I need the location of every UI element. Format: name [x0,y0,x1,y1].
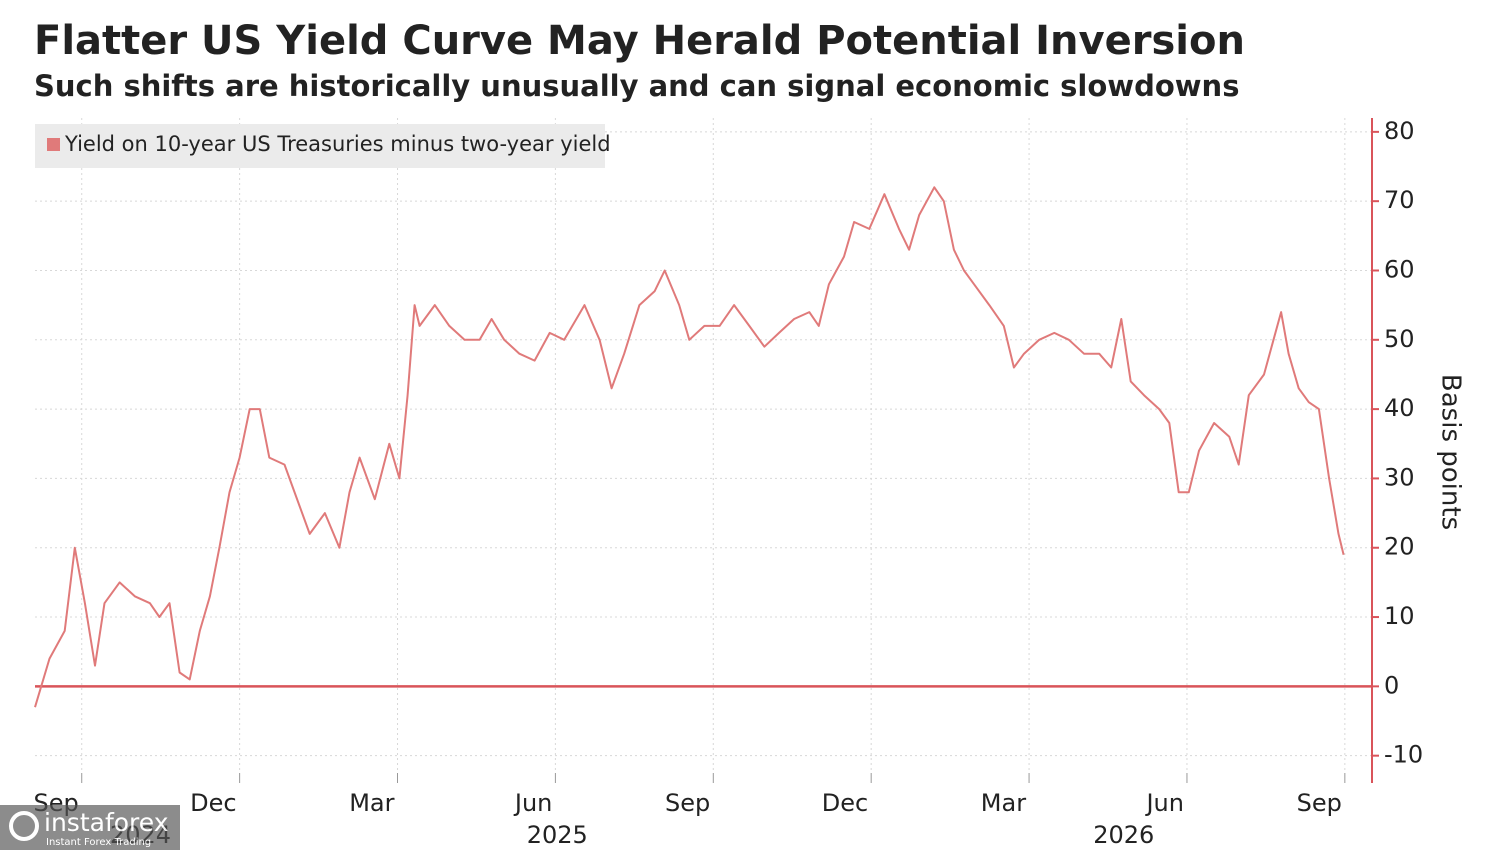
y-tick-label: -10 [1384,741,1423,769]
x-tick-label: Mar [981,789,1026,817]
chart-title: Flatter US Yield Curve May Herald Potent… [34,18,1245,64]
year-label: 2025 [527,821,588,849]
y-tick-label: 80 [1384,117,1415,145]
watermark: instaforex Instant Forex Trading [0,805,180,850]
year-label: 2026 [1093,821,1154,849]
y-tick-label: 10 [1384,602,1415,630]
y-tick-label: 20 [1384,533,1415,561]
legend-bg [35,124,605,168]
y-axis-label: Basis points [1436,374,1466,530]
y-tick-label: 60 [1384,255,1415,283]
legend: Yield on 10-year US Treasuries minus two… [35,124,611,168]
x-tick-label: Jun [1144,789,1184,817]
series-line [34,186,1345,708]
x-tick-label: Dec [822,789,868,817]
y-tick-label: 30 [1384,463,1415,491]
x-tick-label: Sep [665,789,710,817]
legend-label: Yield on 10-year US Treasuries minus two… [64,132,611,156]
y-tick-label: 0 [1384,671,1399,699]
y-tick-label: 50 [1384,325,1415,353]
y-tick-label: 40 [1384,394,1415,422]
y-tick-label: 70 [1384,186,1415,214]
chart-subtitle: Such shifts are historically unusually a… [34,69,1239,103]
watermark-icon [9,811,39,841]
x-tick-label: Sep [1297,789,1342,817]
watermark-brand: instaforex [44,808,169,837]
x-tick-label: Dec [190,789,236,817]
legend-swatch [47,138,60,151]
x-tick-label: Mar [349,789,394,817]
watermark-tagline: Instant Forex Trading [46,837,151,848]
x-tick-label: Jun [513,789,553,817]
